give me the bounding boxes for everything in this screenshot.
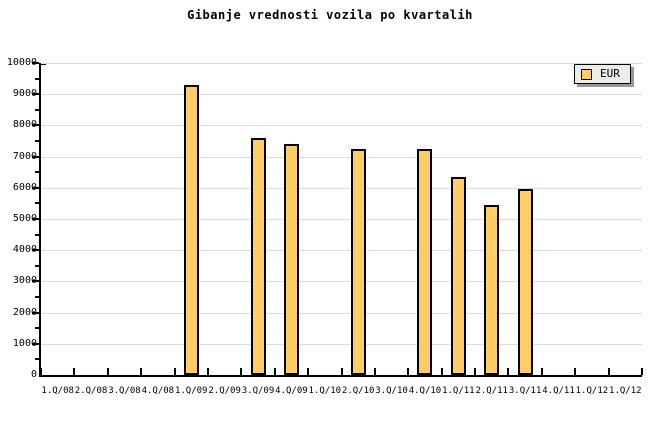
y-axis-label: 9000 <box>12 88 37 100</box>
gridline <box>41 156 642 158</box>
x-axis-tick <box>441 368 443 375</box>
x-axis-label: 3.Q/08 <box>108 386 141 396</box>
y-minor-tick <box>35 171 39 174</box>
y-axis-label: 0 <box>30 369 37 380</box>
y-major-tick <box>32 218 39 220</box>
x-axis-label: 1.Q/11 <box>442 386 475 396</box>
x-axis-tick <box>474 368 476 375</box>
y-major-tick <box>32 186 39 189</box>
bar-1-q-11 <box>450 177 466 375</box>
x-axis-label: 4.Q/10 <box>408 386 442 396</box>
x-axis-label: 1.Q/12 <box>575 386 609 396</box>
x-axis-tick <box>407 368 409 375</box>
y-axis-label: 10000 <box>6 57 37 68</box>
x-axis-tick <box>641 368 643 375</box>
x-axis-tick <box>174 368 176 375</box>
x-axis-tick <box>507 368 509 375</box>
x-axis-labels: 1.Q/08 2.Q/08 3.Q/08 4.Q/08 1.Q/09 2.Q/09 3.Q/… <box>0 386 660 400</box>
bar-2-q-11 <box>484 205 500 375</box>
y-minor-tick <box>35 358 39 361</box>
bar-4-q-10 <box>417 149 433 375</box>
gridline <box>41 125 642 127</box>
y-axis-label: 7000 <box>12 150 37 162</box>
x-axis-tick <box>240 368 242 375</box>
y-axis-label: 1000 <box>12 337 37 349</box>
gridline <box>41 281 642 283</box>
y-minor-tick <box>35 108 39 111</box>
x-axis-tick <box>40 368 42 375</box>
x-axis-label: 2.Q/11 <box>475 386 508 396</box>
y-major-tick <box>32 155 39 158</box>
gridline <box>41 219 642 220</box>
y-minor-tick <box>35 140 39 142</box>
legend-label: EUR <box>600 67 620 80</box>
gridline <box>41 312 642 314</box>
legend-box: EUR <box>574 64 631 84</box>
y-major-tick <box>32 93 39 96</box>
bar-3-q-11 <box>517 189 533 375</box>
x-axis-tick <box>608 368 610 375</box>
x-axis-tick <box>140 368 142 375</box>
y-major-tick <box>32 124 39 127</box>
y-major-tick <box>32 342 39 345</box>
y-axis-label: 3000 <box>12 275 37 287</box>
y-axis-line <box>39 63 41 377</box>
x-axis-tick <box>574 368 576 375</box>
gridline <box>41 63 642 64</box>
x-axis-label: 1.Q/10 <box>308 386 342 396</box>
x-axis-label: 3.Q/11 <box>508 386 542 396</box>
gridline <box>41 250 642 252</box>
plot-area <box>32 62 643 377</box>
x-axis-label: 1.Q/09 <box>174 386 208 396</box>
x-axis-tick <box>541 368 543 375</box>
y-axis-label: 6000 <box>12 181 37 193</box>
x-axis-label: 2.Q/10 <box>341 386 375 396</box>
x-axis-tick <box>374 368 376 375</box>
y-axis-labels: 0 1000 2000 3000 4000 5000 6000 7000 8000 9000 100… <box>0 0 38 440</box>
x-axis-label: 3.Q/09 <box>241 386 275 396</box>
gridline <box>41 343 642 345</box>
gridline <box>41 94 642 96</box>
chart-title: Gibanje vrednosti vozila po kvartalih <box>187 8 473 22</box>
x-axis-tick <box>107 368 109 375</box>
y-axis-label: 2000 <box>12 306 37 318</box>
x-axis-label: 1.Q/12 <box>609 386 642 396</box>
x-axis-tick <box>274 368 276 375</box>
x-axis-label: 2.Q/08 <box>74 386 108 396</box>
y-axis-label: 8000 <box>12 119 37 131</box>
y-minor-tick <box>35 77 39 80</box>
y-axis-label: 4000 <box>12 244 37 256</box>
y-minor-tick <box>35 264 39 267</box>
y-major-tick <box>32 280 39 283</box>
x-axis-tick <box>307 368 309 375</box>
bar-2-q-10 <box>350 149 366 375</box>
y-minor-tick <box>35 202 39 205</box>
x-axis-label: 1.Q/08 <box>41 386 74 396</box>
x-axis-label: 4.Q/09 <box>275 386 308 396</box>
y-major-tick <box>32 62 39 64</box>
y-major-tick <box>32 249 39 252</box>
bar-3-q-09 <box>250 138 266 375</box>
bar-4-q-09 <box>283 144 299 375</box>
x-axis-label: 2.Q/09 <box>208 386 241 396</box>
x-axis-label: 4.Q/08 <box>141 386 175 396</box>
x-axis-tick <box>207 368 209 375</box>
y-minor-tick <box>35 296 39 298</box>
x-axis-label: 4.Q/11 <box>542 386 575 396</box>
legend-swatch-icon <box>581 68 592 80</box>
y-major-tick <box>32 311 39 314</box>
y-minor-tick <box>35 233 39 236</box>
x-axis-tick <box>341 368 343 375</box>
x-axis-tick <box>73 368 75 375</box>
y-axis-label: 5000 <box>12 213 37 224</box>
bar-1-q-09 <box>183 85 199 375</box>
x-axis-label: 3.Q/10 <box>375 386 408 396</box>
y-minor-tick <box>35 327 39 330</box>
y-axis-top-cap <box>41 63 46 65</box>
gridline <box>41 187 642 189</box>
x-axis-line <box>39 375 642 377</box>
